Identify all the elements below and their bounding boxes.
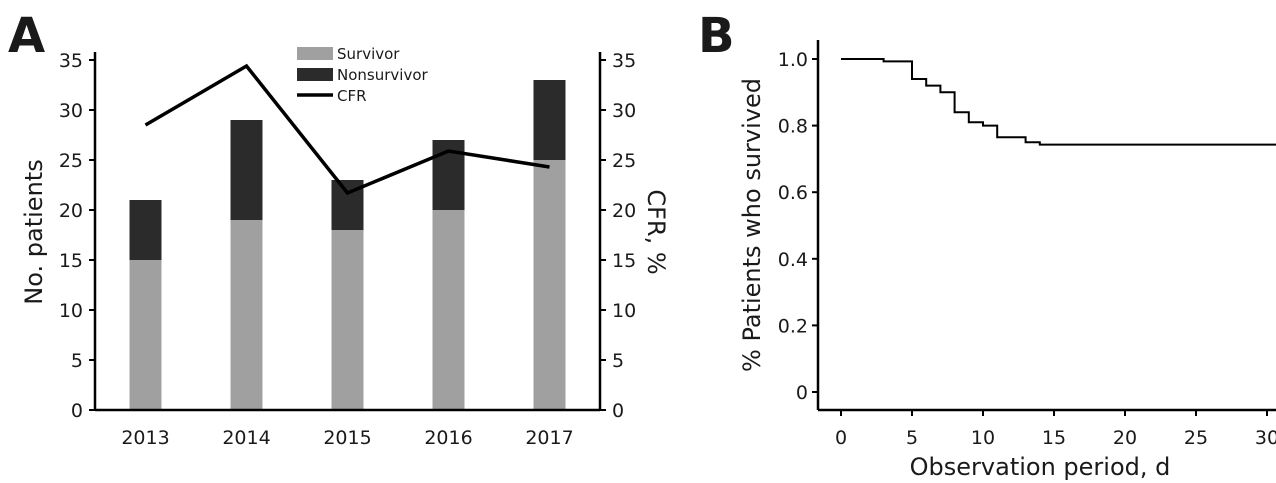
panel-b-chart: B 0 0.2 0.4 0.6 0.8 1.0 0 5 10 15 20 25 30 % Patient… [698,8,1276,481]
x-tick-label-b: 25 [1184,427,1208,449]
bar-nonsurvivor-2014 [230,120,263,220]
bar-survivor-2015 [331,230,364,410]
y-tick-label-left: 10 [59,300,83,322]
y-tick-label-left: 15 [59,250,83,272]
x-tick-label: 2015 [323,427,371,449]
y-tick-label-left: 5 [71,350,83,372]
panel-a-label: A [8,8,45,64]
y-axis-title-left: No. patients [20,159,48,304]
y-tick-label-b: 1.0 [778,49,808,71]
y-tick-label-b: 0.8 [778,116,808,138]
y-tick-label-right: 30 [612,100,636,122]
x-tick-label: 2017 [525,427,573,449]
y-tick-label-right: 5 [612,350,624,372]
legend-label-survivor: Survivor [337,45,400,63]
panel-a-chart: A 0 5 10 15 20 25 30 35 0 5 10 15 20 25 30 35 2013 2014 20… [8,8,670,449]
bar-survivor-2017 [533,160,566,410]
bar-survivor-2013 [129,260,162,410]
bar-layer [129,80,566,410]
legend-a: Survivor Nonsurvivor CFR [297,45,428,105]
legend-label-nonsurvivor: Nonsurvivor [337,66,428,84]
x-tick-label-b: 0 [835,427,847,449]
y-tick-label-right: 20 [612,200,636,222]
legend-label-cfr: CFR [337,87,367,105]
legend-swatch-nonsurvivor [297,68,333,81]
y-tick-label-b: 0 [796,382,808,404]
survival-curve [841,58,1276,146]
y-tick-label-left: 35 [59,50,83,72]
legend-swatch-survivor [297,47,333,60]
bar-survivor-2016 [432,210,465,410]
survival-curve-layer [841,58,1276,146]
bar-survivor-2014 [230,220,263,410]
y-axis-title-b: % Patients who survived [738,78,766,372]
x-axis-title-b: Observation period, d [910,453,1171,481]
y-tick-label-right: 25 [612,150,636,172]
y-tick-label-b: 0.2 [778,315,808,337]
y-tick-label-b: 0.6 [778,182,808,204]
axes-b: 0 0.2 0.4 0.6 0.8 1.0 0 5 10 15 20 25 30 [778,40,1276,449]
y-tick-label-left: 0 [71,400,83,422]
x-tick-label-b: 10 [971,427,995,449]
panel-b-label: B [698,8,735,64]
x-tick-label: 2014 [222,427,270,449]
y-axis-title-right: CFR, % [642,189,670,274]
y-tick-label-right: 35 [612,50,636,72]
y-tick-label-right: 0 [612,400,624,422]
x-tick-label-b: 30 [1255,427,1276,449]
cfr-line-layer [144,63,550,196]
bar-nonsurvivor-2017 [533,80,566,160]
axes-a: 0 5 10 15 20 25 30 35 0 5 10 15 20 25 30 35 2013 2014 2015… [59,50,636,449]
x-tick-label-b: 15 [1042,427,1066,449]
x-tick-label-b: 5 [906,427,918,449]
y-tick-label-right: 10 [612,300,636,322]
cfr-line [144,63,550,196]
x-tick-label: 2013 [121,427,169,449]
bar-nonsurvivor-2013 [129,200,162,260]
y-tick-label-left: 30 [59,100,83,122]
x-tick-label-b: 20 [1113,427,1137,449]
x-tick-label: 2016 [424,427,472,449]
y-tick-label-right: 15 [612,250,636,272]
y-tick-label-left: 25 [59,150,83,172]
y-tick-label-left: 20 [59,200,83,222]
y-tick-label-b: 0.4 [778,249,808,271]
